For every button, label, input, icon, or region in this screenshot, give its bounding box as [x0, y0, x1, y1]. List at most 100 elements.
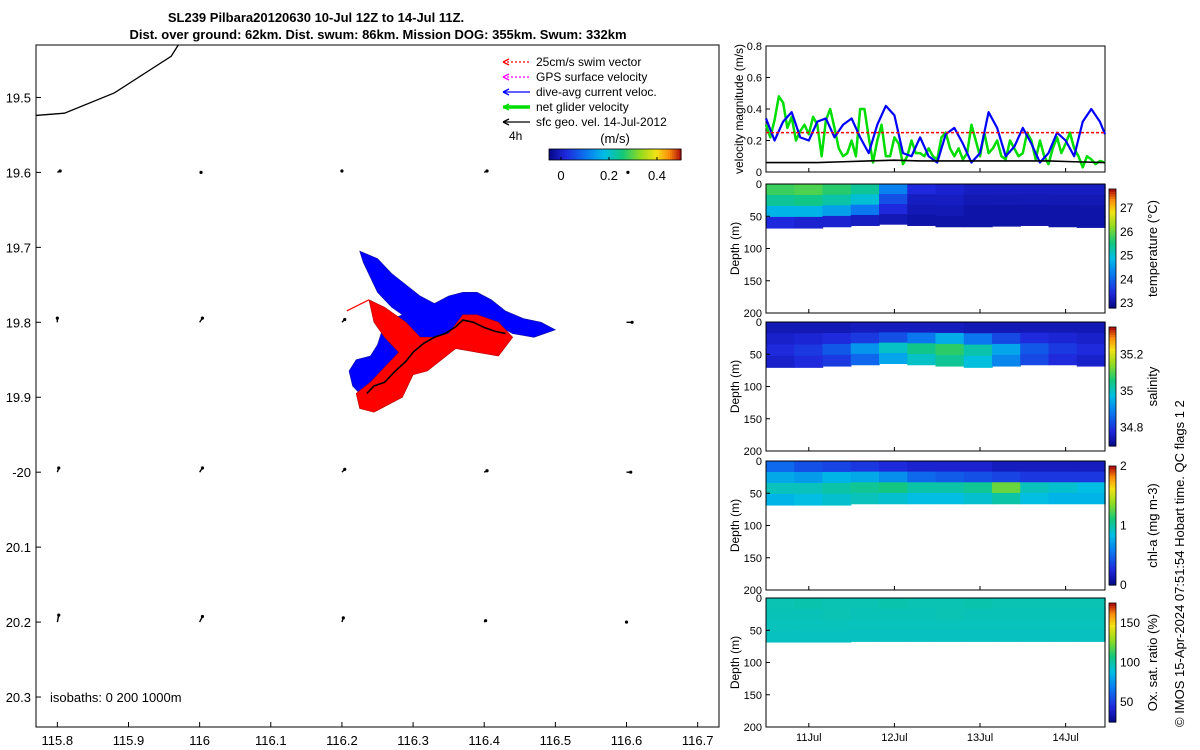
section-y-tick-label: 200 [744, 722, 762, 734]
section-colorbar-swatch [1109, 641, 1116, 645]
colorbar-swatch [678, 149, 682, 160]
section-y-tick-label: 0 [756, 456, 762, 468]
colorbar-swatch [582, 149, 585, 160]
section-colorbar-swatch [1109, 546, 1116, 550]
section-colorbar-swatch [1109, 200, 1116, 204]
section-colorbar-swatch [1109, 686, 1116, 690]
section-y-label: Depth (m) [728, 636, 742, 689]
section-colorbar-swatch [1109, 248, 1116, 252]
map-panel: 115.8 115.9 116 116.1 116.2 116.3 116.4 116.5 11… [6, 44, 720, 748]
section-cell [822, 332, 852, 345]
section-colorbar-swatch [1109, 633, 1116, 637]
colorbar-tick-label: 0.4 [648, 168, 666, 183]
section-colorbar-swatch [1109, 667, 1116, 671]
section-cell [1076, 216, 1106, 228]
section-colorbar-tick-label: 50 [1120, 695, 1134, 709]
section-colorbar-swatch [1109, 296, 1116, 300]
section-cell [822, 354, 852, 367]
section-colorbar-swatch [1109, 466, 1116, 469]
section-colorbar-swatch [1109, 360, 1116, 364]
section-colorbar-swatch [1109, 250, 1116, 254]
section-colorbar-swatch [1109, 434, 1116, 438]
section-cell [935, 205, 965, 217]
section-colorbar-swatch [1109, 561, 1116, 565]
section-colorbar-swatch [1109, 698, 1116, 702]
section-colorbar-swatch [1109, 603, 1116, 606]
colorbar-swatch [566, 149, 570, 160]
section-colorbar-swatch [1109, 365, 1116, 369]
section-colorbar-swatch [1109, 506, 1116, 510]
colorbar-swatch [628, 149, 631, 160]
section-colorbar-swatch [1109, 496, 1116, 500]
section-cell [794, 344, 824, 357]
section-cell [1076, 332, 1106, 345]
section-colorbar-swatch [1109, 494, 1116, 498]
section-colorbar-swatch [1109, 504, 1116, 508]
section-colorbar-tick-label: 24 [1120, 272, 1134, 286]
map-x-tick-label: 116.1 [255, 733, 287, 748]
section-cell [822, 215, 852, 228]
section-cell [1020, 322, 1050, 334]
section-colorbar-swatch [1109, 334, 1116, 338]
section-colorbar-swatch [1109, 607, 1116, 611]
section-cell [1020, 184, 1050, 196]
section-colorbar-swatch [1109, 291, 1116, 295]
section-cell [879, 492, 908, 505]
section-cell [935, 322, 965, 334]
section-cell [963, 205, 993, 217]
section-colorbar-swatch [1109, 305, 1116, 309]
section-cell [963, 461, 993, 473]
colorbar-swatch [593, 149, 596, 160]
section-cell [907, 492, 937, 505]
section-colorbar-swatch [1109, 660, 1116, 664]
section-colorbar-tick-label: 34.8 [1120, 421, 1144, 435]
section-cell [850, 471, 880, 483]
section-cell [963, 215, 993, 228]
section-cell [850, 630, 880, 642]
section-y-tick-label: 100 [744, 382, 762, 394]
section-cell [1076, 619, 1106, 632]
section-cell [766, 598, 795, 610]
section-colorbar-swatch [1109, 700, 1116, 704]
section-colorbar-swatch [1109, 419, 1116, 423]
section-colorbar-swatch [1109, 215, 1116, 219]
legend-entry: sfc geo. vel. 14-Jul-2012 [536, 115, 667, 129]
map-y-tick-label: 19.7 [6, 240, 31, 255]
section-cell [822, 461, 852, 473]
section-cell [766, 355, 795, 368]
section-colorbar-swatch [1109, 431, 1116, 435]
section-cell [1020, 471, 1050, 483]
section-cell [766, 216, 795, 229]
section-colorbar-label: temperature (°C) [1145, 200, 1160, 297]
colorbar-swatch [621, 149, 625, 160]
section-cell [850, 343, 880, 355]
colorbar-swatch [610, 149, 614, 160]
section-cell [907, 461, 937, 473]
section-cell [935, 630, 965, 642]
section-colorbar-swatch [1109, 580, 1116, 584]
section-colorbar-swatch [1109, 487, 1116, 491]
section-cell [1048, 630, 1078, 642]
section-colorbar-swatch [1109, 203, 1116, 207]
section-colorbar-swatch [1109, 350, 1116, 354]
section-cell [794, 322, 824, 334]
section-colorbar-swatch [1109, 688, 1116, 692]
section-colorbar-swatch [1109, 367, 1116, 371]
section-cell [1048, 353, 1078, 366]
section-colorbar-swatch [1109, 346, 1116, 350]
section-cell [1048, 332, 1078, 344]
section-colorbar-swatch [1109, 191, 1116, 195]
velocity-axes-frame [765, 45, 1106, 173]
map-x-tick-label: 115.8 [42, 733, 74, 748]
date-tick-label: 11Jul [796, 732, 821, 744]
section-colorbar-swatch [1109, 196, 1116, 200]
section-colorbar-swatch [1109, 470, 1116, 474]
section-cell [907, 332, 937, 344]
section-cell [1048, 461, 1078, 473]
section-cell [794, 598, 824, 610]
section-colorbar-swatch [1109, 575, 1116, 579]
section-cell [1076, 482, 1106, 494]
section-colorbar-swatch [1109, 511, 1116, 515]
section-cell [907, 630, 937, 642]
legend-arrow-head [502, 73, 510, 81]
